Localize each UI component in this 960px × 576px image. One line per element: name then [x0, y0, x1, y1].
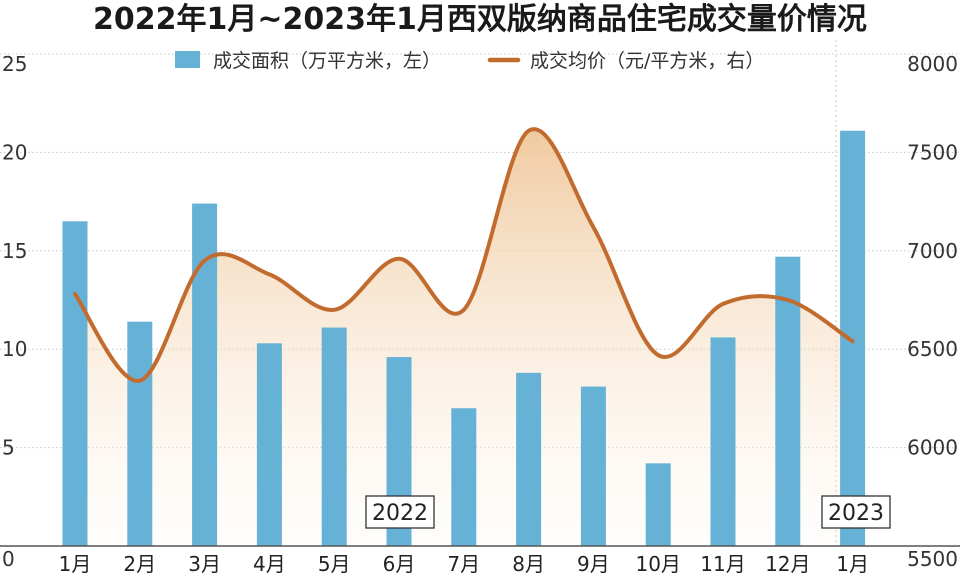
axes: 0 5 10 15 20 25 5500 6000 6500 7000 7500 8000 1月 2月 3月… [0, 52, 960, 576]
legend-bar-label: 成交面积（万平方米，左） [213, 50, 441, 72]
right-tick-label: 7000 [907, 239, 958, 263]
left-tick-label: 20 [2, 140, 27, 164]
right-tick-label: 5500 [907, 547, 958, 571]
year-labels: 2022 2023 [365, 495, 891, 529]
x-tick-label: 7月 [447, 552, 480, 576]
price-line-path [73, 127, 855, 383]
bar-9 [580, 386, 606, 546]
year-label-1: 2022 [372, 501, 428, 526]
x-tick-label: 1月 [836, 552, 869, 576]
x-tick-label: 8月 [512, 552, 545, 576]
x-tick-label: 5月 [318, 552, 351, 576]
left-tick-label: 10 [2, 337, 27, 361]
legend-bar-swatch [175, 51, 200, 68]
x-tick-label: 6月 [383, 552, 416, 576]
chart-title: 2022年1月~2023年1月西双版纳商品住宅成交量价情况 [93, 2, 867, 37]
bar-10 [645, 463, 671, 546]
bar-11 [710, 337, 736, 546]
price-line [73, 127, 855, 383]
bar-5 [321, 327, 347, 546]
bar-13 [840, 130, 866, 546]
year-label-2: 2023 [828, 501, 884, 526]
x-tick-label: 2月 [123, 552, 156, 576]
bar-1 [62, 221, 88, 546]
bar-8 [516, 372, 542, 546]
x-tick-label: 1月 [59, 552, 92, 576]
bar-7 [451, 408, 477, 546]
left-tick-label: 0 [2, 547, 15, 571]
right-tick-label: 6500 [907, 337, 958, 361]
x-tick-label: 9月 [577, 552, 610, 576]
year-box-1 [365, 495, 435, 529]
left-tick-label: 15 [2, 239, 27, 263]
right-tick-label: 8000 [907, 52, 958, 76]
left-tick-label: 5 [2, 436, 15, 460]
x-tick-label: 10月 [635, 552, 680, 576]
legend-line-label: 成交均价（元/平方米，右） [530, 50, 764, 72]
x-tick-label: 11月 [700, 552, 745, 576]
x-tick-label: 4月 [253, 552, 286, 576]
year-box-2 [821, 495, 891, 529]
right-tick-label: 6000 [907, 436, 958, 460]
x-tick-label: 12月 [765, 552, 810, 576]
bar-4 [256, 343, 282, 546]
right-tick-label: 7500 [907, 140, 958, 164]
legend: 成交面积（万平方米，左） 成交均价（元/平方米，右） [175, 50, 764, 72]
bar-2 [127, 321, 153, 546]
left-tick-label: 25 [2, 52, 27, 76]
x-tick-label: 3月 [188, 552, 221, 576]
